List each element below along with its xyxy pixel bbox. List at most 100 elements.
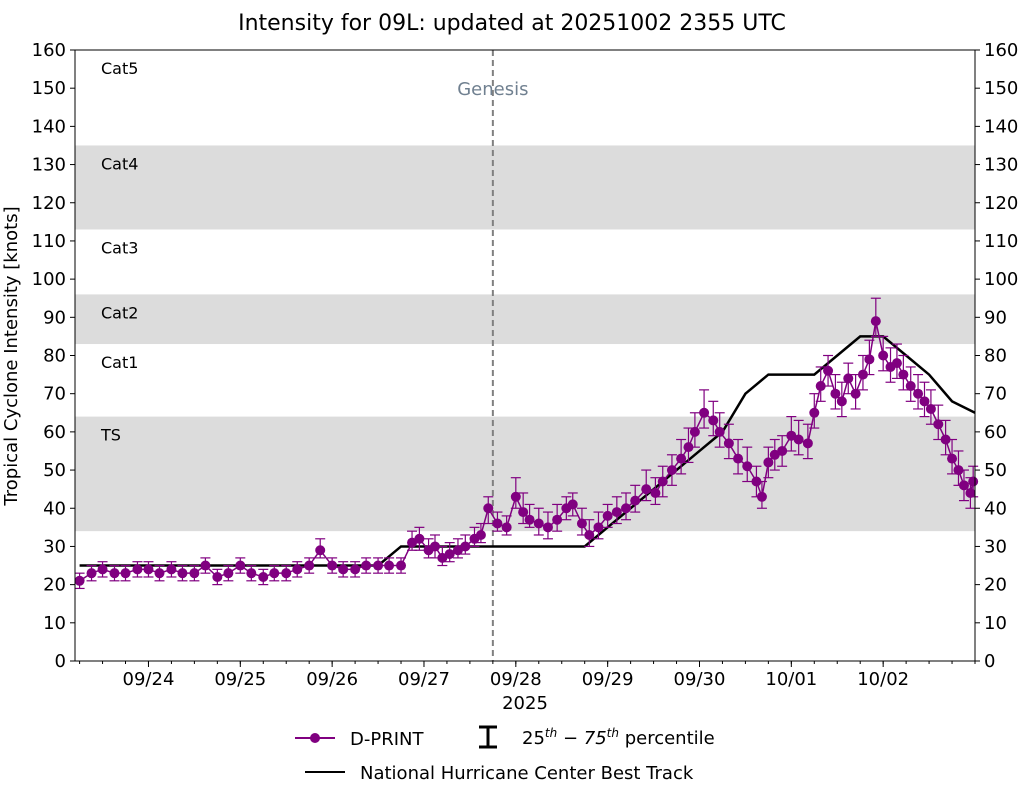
dprint-point: [850, 388, 861, 399]
dprint-point: [919, 396, 930, 407]
y-tick-label-right: 80: [984, 346, 1007, 367]
dprint-point: [630, 495, 641, 506]
y-tick-label-right: 140: [984, 116, 1018, 137]
y-tick-label-left: 60: [43, 422, 66, 443]
dprint-point: [86, 568, 97, 579]
dprint-point: [666, 465, 677, 476]
y-tick-label-left: 130: [32, 155, 66, 176]
legend-percentile: 25th − 75th percentile: [479, 725, 715, 749]
y-tick-label-right: 60: [984, 422, 1007, 443]
dprint-point: [510, 491, 521, 502]
dprint-point: [786, 430, 797, 441]
dprint-point: [913, 388, 924, 399]
y-tick-label-right: 30: [984, 536, 1007, 557]
dprint-point: [641, 484, 652, 495]
y-tick-label-right: 90: [984, 307, 1007, 328]
dprint-point: [437, 552, 448, 563]
legend-dprint-label: D-PRINT: [350, 729, 424, 750]
dprint-point: [870, 316, 881, 327]
y-tick-label-right: 120: [984, 193, 1018, 214]
dprint-point: [763, 457, 774, 468]
dprint-point: [552, 514, 563, 525]
y-tick-label-right: 70: [984, 384, 1007, 405]
dprint-point: [338, 564, 349, 575]
dprint-point: [793, 434, 804, 445]
y-tick-label-right: 160: [984, 40, 1018, 61]
y-tick-label-left: 80: [43, 346, 66, 367]
dprint-point: [269, 568, 280, 579]
dprint-point: [611, 507, 622, 518]
y-tick-label-right: 150: [984, 78, 1018, 99]
dprint-point: [132, 564, 143, 575]
dprint-point: [905, 381, 916, 392]
dprint-point: [933, 419, 944, 430]
dprint-point: [120, 568, 131, 579]
dprint-point: [815, 381, 826, 392]
dprint-point: [492, 518, 503, 529]
dprint-point: [823, 365, 834, 376]
dprint-point: [475, 529, 486, 540]
dprint-point: [281, 568, 292, 579]
dprint-point: [315, 545, 326, 556]
dprint-point: [444, 549, 455, 560]
x-tick-label: 10/01: [765, 669, 817, 690]
dprint-point: [650, 487, 661, 498]
y-tick-label-left: 140: [32, 116, 66, 137]
chart-title: Intensity for 09L: updated at 20251002 2…: [238, 11, 786, 36]
dprint-point: [699, 407, 710, 418]
band-cat4: [75, 145, 975, 230]
dprint-point: [189, 568, 200, 579]
category-bands: TS Cat1 Cat2 Cat3 Cat4 Cat5: [75, 59, 975, 532]
band-label-cat4: Cat4: [101, 154, 138, 173]
dprint-point: [621, 503, 632, 514]
dprint-point: [524, 514, 535, 525]
y-tick-label-left: 110: [32, 231, 66, 252]
y-tick-label-left: 70: [43, 384, 66, 405]
dprint-point: [769, 449, 780, 460]
dprint-point: [223, 568, 234, 579]
dprint-point: [533, 518, 544, 529]
band-label-cat1: Cat1: [101, 353, 138, 372]
dprint-point: [97, 564, 108, 575]
dprint-point: [843, 373, 854, 384]
dprint-point: [501, 522, 512, 533]
dprint-point: [593, 522, 604, 533]
dprint-point: [567, 499, 578, 510]
dprint-point: [940, 434, 951, 445]
dprint-point: [258, 571, 269, 582]
dprint-point: [864, 354, 875, 365]
dprint-point: [212, 571, 223, 582]
dprint-point: [452, 545, 463, 556]
dprint-point: [714, 426, 725, 437]
y-tick-label-right: 100: [984, 269, 1018, 290]
dprint-point: [723, 438, 734, 449]
x-tick-label: 09/29: [582, 669, 634, 690]
y-tick-label-left: 160: [32, 40, 66, 61]
y-tick-label-right: 10: [984, 613, 1007, 634]
y-axis-left: 0 10 20 30 40 50 60 70 80 90 100 110 120 130 140 150 160: [32, 40, 75, 672]
x-tick-label: 09/25: [214, 669, 266, 690]
dprint-point: [602, 510, 613, 521]
dprint-point: [361, 560, 372, 571]
y-tick-label-left: 100: [32, 269, 66, 290]
dprint-point: [891, 358, 902, 369]
dprint-point: [518, 507, 529, 518]
dprint-point: [836, 396, 847, 407]
dprint-point: [327, 560, 338, 571]
legend-best-track-label: National Hurricane Center Best Track: [360, 763, 694, 784]
band-cat2: [75, 294, 975, 345]
dprint-point: [143, 564, 154, 575]
dprint-point: [109, 568, 120, 579]
legend-dprint: D-PRINT: [295, 729, 424, 750]
y-tick-label-left: 40: [43, 498, 66, 519]
legend-best-track: National Hurricane Center Best Track: [305, 763, 694, 784]
x-axis-label: 2025: [502, 693, 548, 714]
dprint-point: [878, 350, 889, 361]
genesis-marker: Genesis: [457, 50, 528, 661]
y-tick-label-left: 150: [32, 78, 66, 99]
band-label-cat3: Cat3: [101, 238, 138, 257]
dprint-point: [460, 541, 471, 552]
dprint-point: [246, 568, 257, 579]
dprint-point: [751, 476, 762, 487]
y-tick-label-right: 0: [984, 651, 995, 672]
